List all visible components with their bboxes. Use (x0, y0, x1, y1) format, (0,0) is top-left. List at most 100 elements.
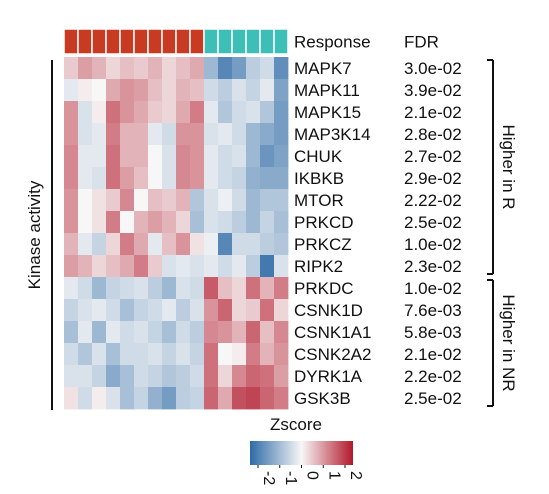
heatmap-cell (218, 57, 233, 80)
heatmap-cell (260, 277, 275, 300)
heatmap-cell (176, 343, 191, 366)
heatmap-cell (106, 387, 121, 410)
response-cell-r (119, 28, 135, 55)
heatmap-cell (78, 387, 93, 410)
heatmap-cell (120, 123, 135, 146)
heatmap-cell (204, 123, 219, 146)
heatmap-cell (190, 167, 205, 190)
heatmap-cell (274, 167, 289, 190)
heatmap-cell (120, 57, 135, 80)
heatmap-cell (204, 255, 219, 278)
heatmap-cell (176, 123, 191, 146)
heatmap-cell (64, 343, 79, 366)
heatmap-cell (274, 123, 289, 146)
heatmap-cell (274, 321, 289, 344)
heatmap-cell (92, 189, 107, 212)
response-cell-r (161, 28, 177, 55)
heatmap-cell (106, 343, 121, 366)
heatmap-cell (204, 343, 219, 366)
heatmap-cell (148, 145, 163, 168)
row-label: MAP3K14 (294, 125, 371, 144)
heatmap-cell (260, 255, 275, 278)
heatmap-cell (218, 299, 233, 322)
fdr-value: 2.8e-02 (404, 125, 462, 144)
heatmap-cell (134, 101, 149, 124)
heatmap-cell (134, 365, 149, 388)
heatmap-cell (106, 79, 121, 102)
heatmap-cell (260, 145, 275, 168)
heatmap-cell (204, 101, 219, 124)
heatmap-cell (148, 233, 163, 256)
heatmap-cell (162, 101, 177, 124)
heatmap-cell (148, 277, 163, 300)
heatmap-cell (232, 167, 247, 190)
heatmap-cell (232, 343, 247, 366)
heatmap-cell (78, 123, 93, 146)
heatmap-cell (106, 167, 121, 190)
legend-tick-label: 0 (304, 471, 321, 480)
heatmap-cell (64, 57, 79, 80)
heatmap-cell (246, 255, 261, 278)
heatmap-cell (176, 211, 191, 234)
heatmap-cell (148, 101, 163, 124)
heatmap-cell (232, 387, 247, 410)
heatmap-cell (232, 233, 247, 256)
row-label: MAPK15 (294, 103, 361, 122)
heatmap-cell (134, 145, 149, 168)
heatmap-cell (190, 343, 205, 366)
heatmap-cell (148, 57, 163, 80)
heatmap-cell (218, 321, 233, 344)
heatmap-cell (274, 277, 289, 300)
heatmap-cell (218, 145, 233, 168)
heatmap-cell (246, 299, 261, 322)
heatmap-cell (148, 255, 163, 278)
heatmap-cell (64, 233, 79, 256)
heatmap-cell (120, 365, 135, 388)
heatmap-cell (64, 321, 79, 344)
heatmap-cell (190, 211, 205, 234)
fdr-value: 2.1e-02 (404, 103, 462, 122)
heatmap-cell (148, 123, 163, 146)
heatmap-cell (204, 167, 219, 190)
heatmap-cell (92, 255, 107, 278)
heatmap-cell (204, 189, 219, 212)
heatmap-cell (274, 211, 289, 234)
heatmap-cell (162, 255, 177, 278)
group-brackets: Higher in R Higher in NR (487, 59, 518, 407)
heatmap-cell (64, 277, 79, 300)
row-label: CSNK1D (294, 301, 363, 320)
response-cell-nr (245, 28, 261, 55)
heatmap-cell (64, 255, 79, 278)
heatmap-cell (120, 79, 135, 102)
heatmap-cell (106, 123, 121, 146)
heatmap-cell (218, 233, 233, 256)
heatmap-cell (260, 343, 275, 366)
heatmap-cell (162, 233, 177, 256)
group-label: Higher in NR (499, 294, 518, 391)
heatmap-cell (78, 79, 93, 102)
fdr-value: 2.9e-02 (404, 169, 462, 188)
response-cell-r (133, 28, 149, 55)
heatmap-cell (274, 233, 289, 256)
heatmap-cell (120, 211, 135, 234)
heatmap-cell (78, 189, 93, 212)
response-cell-r (189, 28, 205, 55)
heatmap-cell (92, 299, 107, 322)
fdr-value: 3.9e-02 (404, 81, 462, 100)
heatmap-cell (92, 167, 107, 190)
heatmap-cell (190, 321, 205, 344)
heatmap-cell (106, 233, 121, 256)
heatmap-cell (204, 57, 219, 80)
heatmap-cell (218, 211, 233, 234)
heatmap-cell (232, 145, 247, 168)
heatmap-cell (218, 387, 233, 410)
group-label: Higher in R (499, 124, 518, 209)
heatmap-cell (64, 101, 79, 124)
heatmap-cell (190, 57, 205, 80)
heatmap-cell (232, 299, 247, 322)
heatmap-cell (176, 167, 191, 190)
heatmap-cell (246, 321, 261, 344)
heatmap-cell (106, 57, 121, 80)
heatmap-cell (134, 255, 149, 278)
heatmap-cell (148, 79, 163, 102)
